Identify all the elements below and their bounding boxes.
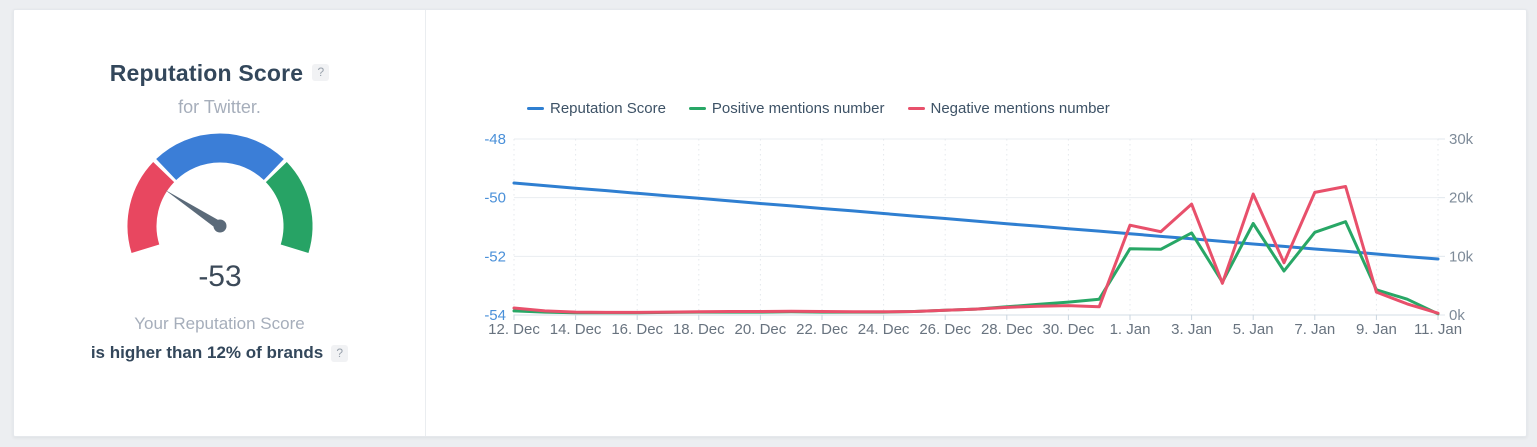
gauge-value: -53 (198, 260, 241, 293)
x-axis-label: 5. Jan (1233, 321, 1274, 338)
x-axis-label: 18. Dec (673, 321, 725, 338)
panel-subtitle: for Twitter. (178, 97, 261, 117)
page-title: Reputation Score (109, 60, 304, 86)
x-axis-label: 7. Jan (1294, 321, 1335, 338)
gauge-needle (164, 189, 222, 230)
x-axis-label: 14. Dec (550, 321, 602, 338)
legend-dash-icon (688, 107, 706, 110)
footer-help-icon[interactable]: ? (331, 344, 349, 362)
legend-item-positive-mentions-number[interactable]: Positive mentions number (688, 100, 885, 117)
y-right-tick-label: 20k (1449, 190, 1474, 207)
title-row: Reputation Score ? (110, 60, 330, 87)
gauge-arc-neutral (155, 133, 284, 181)
x-axis-label: 30. Dec (1043, 321, 1095, 338)
reputation-gauge: -53 (127, 133, 312, 293)
y-left-tick-label: -48 (484, 131, 506, 148)
footer-text-line2: is higher than 12% of brands ? (90, 343, 349, 363)
x-axis-label: 12. Dec (488, 321, 540, 338)
y-right-tick-label: 30k (1449, 131, 1474, 148)
y-left-tick-label: -52 (484, 248, 506, 265)
legend-label: Positive mentions number (711, 100, 885, 117)
y-left-tick-label: -54 (484, 307, 506, 324)
legend-dash-icon (527, 107, 544, 110)
x-axis-label: 1. Jan (1110, 321, 1151, 338)
x-axis-label: 11. Jan (1414, 321, 1462, 338)
footer-percentile-text: is higher than 12% of brands (90, 343, 324, 362)
legend-label: Reputation Score (550, 100, 666, 117)
title-help-icon[interactable]: ? (312, 64, 330, 81)
y-left-tick-label: -50 (484, 190, 506, 207)
gauge-arc-positive (264, 162, 312, 254)
x-axis-label: 26. Dec (919, 321, 971, 338)
mentions-line-chart: -48 30k -50 20k -52 10k -54 0k 12. Dec 14. Dec 16.… (484, 131, 1474, 338)
x-axis-label: 9. Jan (1356, 321, 1397, 338)
y-right-tick-label: 0k (1449, 307, 1465, 324)
x-axis-label: 16. Dec (611, 321, 663, 338)
x-axis-label: 22. Dec (796, 321, 848, 338)
legend-label: Negative mentions number (930, 100, 1110, 117)
gauge-panel: Reputation Score ? for Twitter. -53 Your… (14, 10, 426, 436)
chart-legend: Reputation Score Positive mentions number… (527, 100, 1110, 117)
footer-text-line1: Your Reputation Score (134, 314, 305, 333)
series-line-positive-mentions-number (512, 220, 1440, 316)
legend-dash-icon (907, 107, 925, 110)
chart-panel: -48 30k -50 20k -52 10k -54 0k 12. Dec 14. Dec 16.… (426, 10, 1526, 436)
x-axis-label: 20. Dec (735, 321, 787, 338)
x-axis-label: 3. Jan (1171, 321, 1212, 338)
x-axis-label: 24. Dec (858, 321, 910, 338)
reputation-widget-card: Reputation Score ? for Twitter. -53 Your… (13, 9, 1527, 437)
x-axis-label: 28. Dec (981, 321, 1033, 338)
legend-item-negative-mentions-number[interactable]: Negative mentions number (907, 100, 1110, 117)
series-line-negative-mentions-number (512, 185, 1440, 315)
gauge-needle-pivot (213, 219, 226, 233)
legend-item-reputation-score[interactable]: Reputation Score (527, 100, 666, 117)
y-right-tick-label: 10k (1449, 248, 1474, 265)
gauge-arc-negative (127, 162, 175, 254)
series-line-reputation-score (512, 181, 1440, 261)
